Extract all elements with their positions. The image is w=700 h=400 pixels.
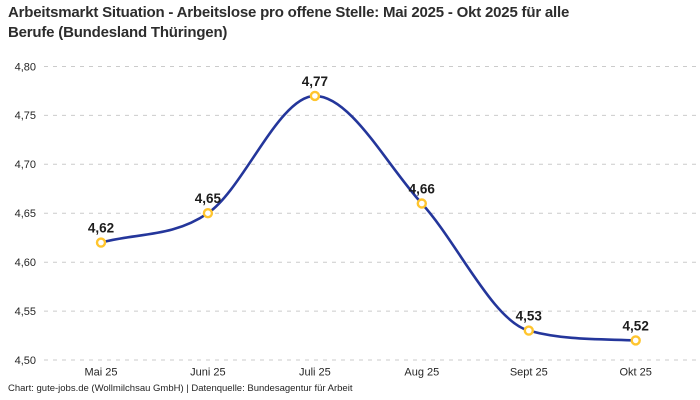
data-point-label: 4,65 — [195, 191, 222, 206]
data-point-labels: 4,62 4,65 4,77 4,66 4,53 4,52 — [88, 74, 649, 333]
y-tick-label: 4,75 — [15, 110, 36, 122]
data-point-label: 4,66 — [409, 182, 436, 197]
x-tick-label: Sept 25 — [510, 367, 548, 379]
data-point-markers — [95, 90, 641, 346]
y-tick-label: 4,65 — [15, 208, 36, 220]
data-point-label: 4,53 — [516, 309, 543, 324]
y-tick-label: 4,60 — [15, 257, 36, 269]
data-point-label: 4,52 — [623, 318, 649, 333]
data-point-marker — [523, 325, 534, 336]
x-tick-label: Aug 25 — [404, 367, 439, 379]
x-tick-label: Mai 25 — [84, 367, 117, 379]
data-point-marker — [416, 198, 427, 209]
y-tick-label: 4,50 — [15, 355, 36, 367]
gridlines — [44, 66, 700, 361]
data-point-marker — [95, 237, 107, 248]
x-tick-label: Juni 25 — [190, 367, 225, 379]
data-point-marker — [309, 90, 321, 102]
chart-title: Arbeitsmarkt Situation - Arbeitslose pro… — [8, 4, 570, 41]
data-point-label: 4,77 — [302, 74, 328, 89]
data-point-marker — [630, 335, 641, 346]
x-tick-label: Juli 25 — [299, 367, 331, 379]
y-tick-label: 4,70 — [15, 159, 36, 171]
x-axis-tick-labels: Mai 25 Juni 25 Juli 25 Aug 25 Sept 25 Okt 25 — [84, 367, 651, 379]
series-line — [99, 94, 637, 342]
y-tick-label: 4,80 — [15, 61, 36, 73]
x-tick-label: Okt 25 — [619, 367, 651, 379]
chart-source: Chart: gute-jobs.de (Wollmilchsau GmbH) … — [8, 383, 353, 394]
y-tick-label: 4,55 — [15, 306, 36, 318]
data-point-label: 4,62 — [88, 221, 114, 236]
series-line-group — [99, 94, 637, 342]
data-point-marker — [202, 207, 214, 219]
y-axis-tick-labels: 4,80 4,75 4,70 4,65 4,60 4,55 4,50 — [15, 61, 36, 367]
